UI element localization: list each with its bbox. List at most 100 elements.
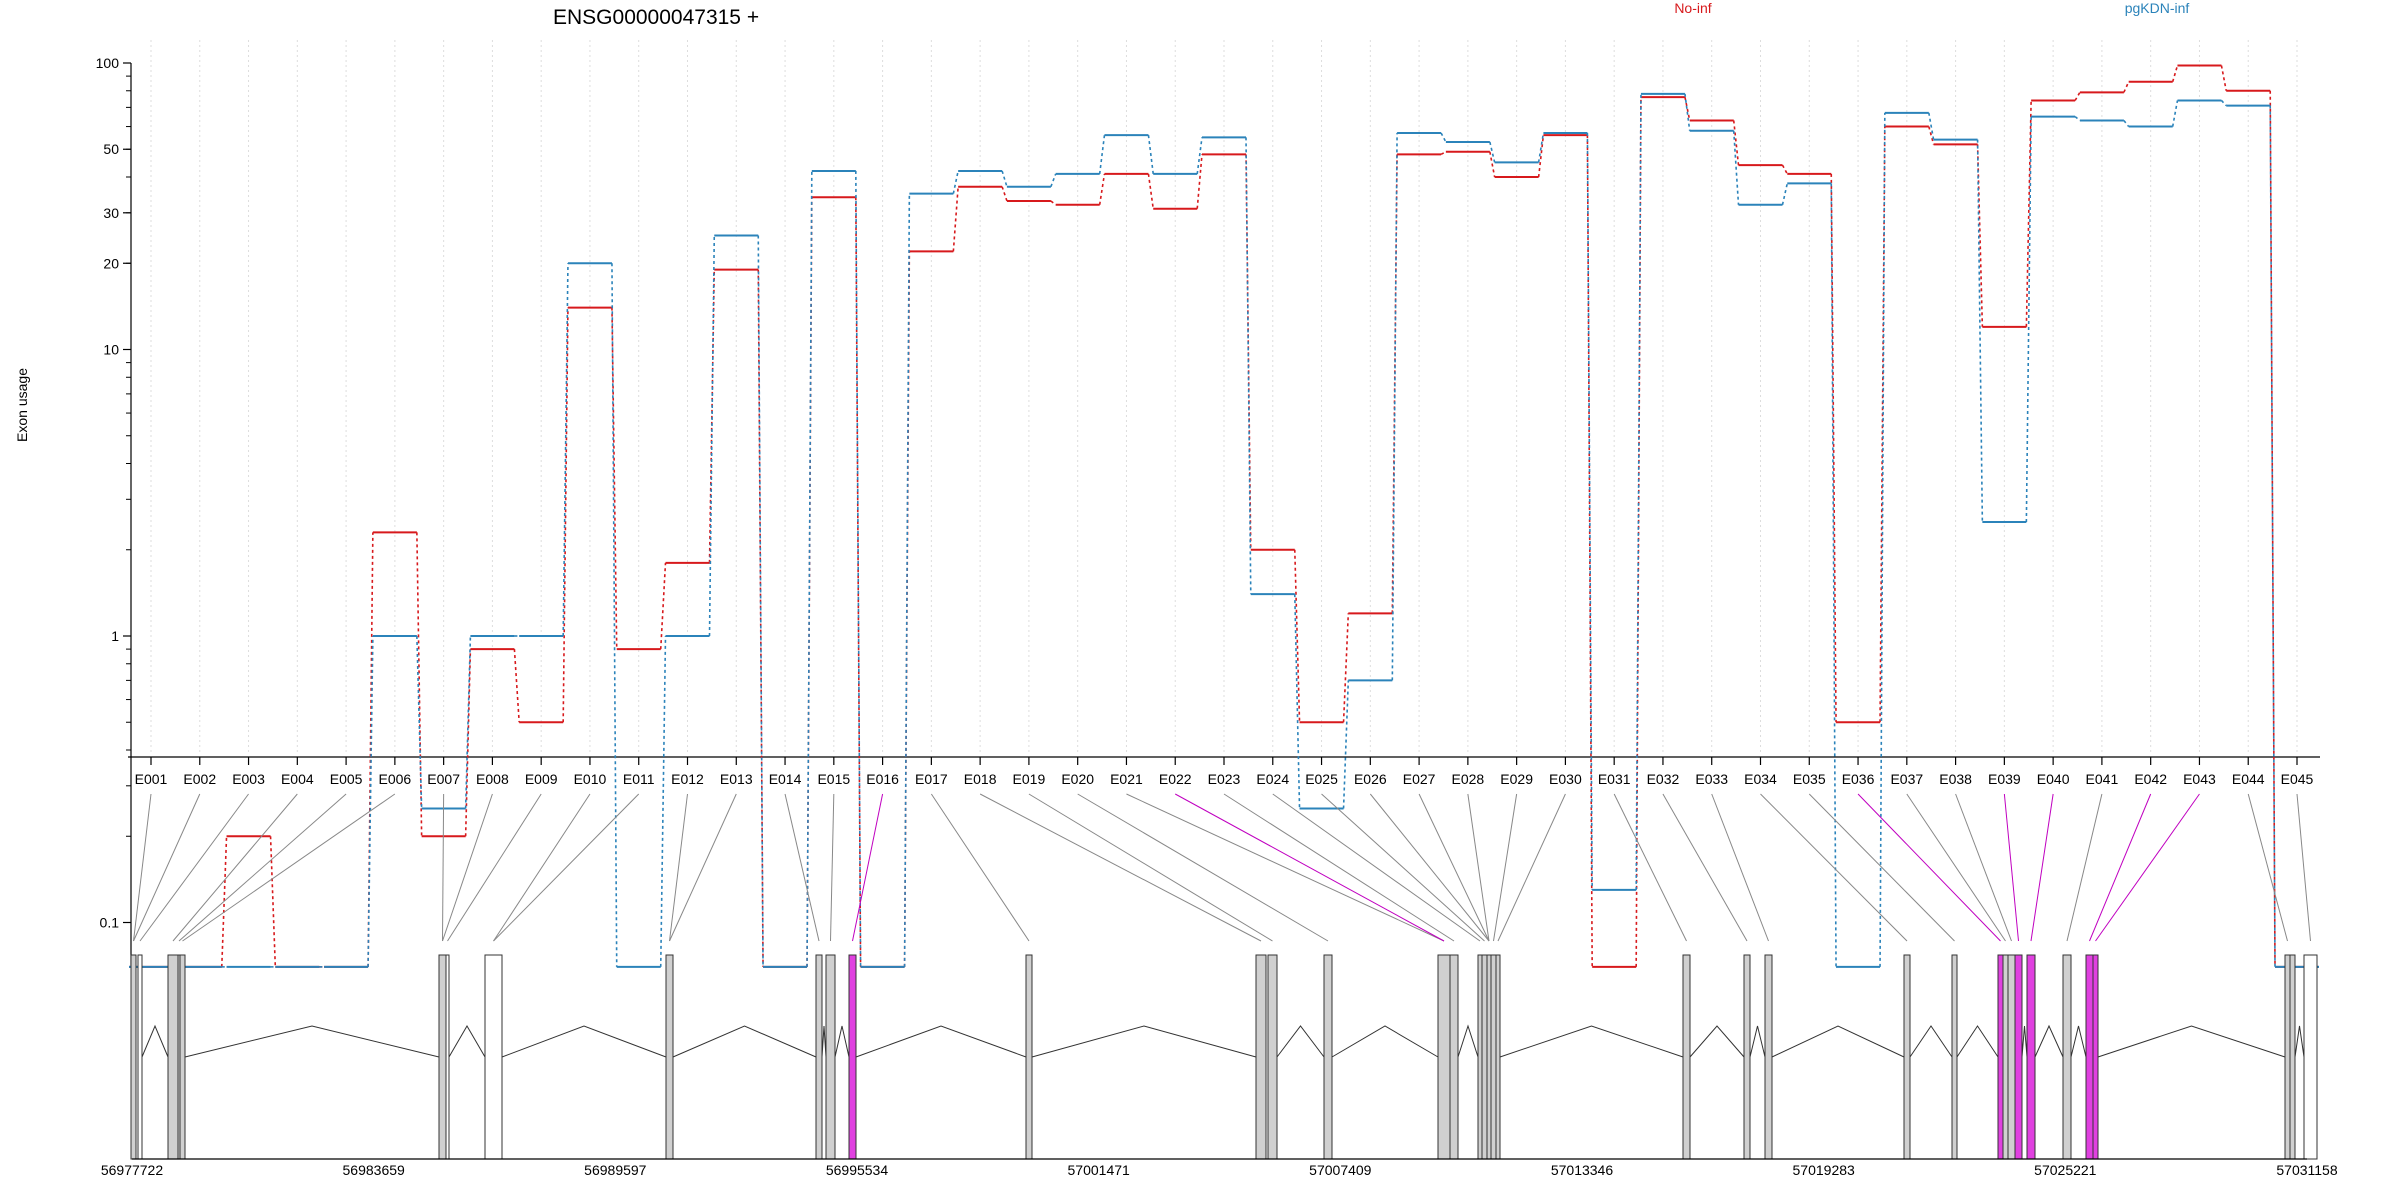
exon-connector-segment [1586,132,1593,890]
exon-connector-segment [1928,126,1935,145]
exon-connector [133,793,152,942]
x-tick-label: E003 [232,771,265,787]
exon-box [1486,954,1492,1160]
x-tick-label: E020 [1061,771,1094,787]
y-tick-label: 50 [103,141,119,157]
exon-box [1323,954,1333,1160]
exon-connector-segment [1537,135,1545,178]
exon-connector [139,793,249,942]
exon-connector [1711,793,1769,942]
exon-connector [1369,793,1490,942]
exon-connector-segment [1050,200,1057,206]
exon-box [2007,954,2016,1160]
exon-connector-segment [1098,135,1106,175]
exon-connector [669,793,688,942]
x-tick-label: E017 [915,771,948,787]
exon-connector-segment [1684,93,1691,131]
exon-connector-segment [1781,164,1788,175]
x-tick-label: E042 [2134,771,2167,787]
exon-connector-segment [367,635,374,967]
gene-model [130,954,2318,1160]
exon-box [1682,954,1691,1160]
x-tick-label: E032 [1647,771,1680,787]
exon-connector-segment [855,197,862,967]
exon-box [1255,954,1267,1160]
exon-connector [182,793,396,942]
intron [821,1025,827,1058]
genomic-tick-label: 56995534 [826,1162,889,1178]
exon-connectors [133,793,2311,942]
exon-box [1743,954,1751,1160]
y-axis: 0.1 1 10 20 30 50 100 [96,55,132,967]
x-tick-label: E022 [1159,771,1192,787]
exon-connector-segment [659,562,667,650]
exon-box [1490,954,1497,1160]
intron [1689,1025,1745,1058]
exon-connector [493,793,640,942]
exon-box [130,954,137,1160]
exon-box [179,954,186,1160]
intron [1331,1025,1439,1058]
x-tick-label: E034 [1744,771,1777,787]
exon-connector [1467,793,1490,942]
exon-box [2085,954,2094,1160]
x-tick-label: E030 [1549,771,1582,787]
exon-box [2092,954,2099,1160]
exon-connector [930,793,1030,942]
exon-connector [1077,793,1329,942]
exon-connector [2296,793,2311,942]
exon-connector [669,793,737,942]
exon-connector-segment [416,635,423,809]
exon-connector [2066,793,2103,942]
exon-connector-segment [1537,132,1545,163]
exon-connector-segment [757,235,764,967]
x-tick-label: E014 [769,771,802,787]
exon-box [445,954,450,1160]
exon-connector-segment [1001,170,1008,187]
x-tick-label: E016 [866,771,899,787]
exon-connector-segment [1391,132,1398,681]
exon-box [484,954,503,1160]
exon-box [2303,954,2318,1160]
x-tick-label: E044 [2232,771,2265,787]
exon-connector [1662,793,1748,942]
exon-connector-segment [562,263,569,637]
exon-connector-segment [220,836,228,967]
intron [672,1025,817,1058]
genomic-tick-label: 57025221 [2034,1162,2097,1178]
intron [855,1025,1027,1058]
exon-box [167,954,179,1160]
x-tick-label: E039 [1988,771,2021,787]
exon-box [438,954,447,1160]
exon-connector-segment [269,836,277,967]
intron [2034,1024,2064,1058]
intron [2021,1025,2028,1058]
exon-connector [1321,793,1485,942]
legend-pgkdn-inf: pgKDN-inf [2125,0,2190,16]
exon-connector-segment [1732,130,1740,205]
intron [141,1024,169,1058]
y-tick-label: 30 [103,205,119,221]
exon-connector [2089,793,2152,942]
exon-connector-segment [1098,173,1106,205]
exon-connector [172,793,298,942]
legend-no-inf: No-inf [1674,0,1711,16]
exon-connector [178,793,347,942]
genomic-axis: 56977722 56983659 56989597 56995534 57001471… [101,1158,2338,1178]
exon-connector-segment [659,635,667,967]
x-tick-label: E024 [1256,771,1289,787]
genomic-tick-label: 57001471 [1068,1162,1131,1178]
exon-connector [442,793,493,942]
intron [1749,1025,1766,1058]
exon-box [848,954,857,1160]
exon-connector-segment [855,170,862,967]
exon-box [2002,954,2009,1160]
intron [1031,1025,1257,1058]
x-tick-label: E018 [964,771,997,787]
x-tick-label: E005 [330,771,363,787]
intron [2070,1025,2087,1058]
exon-box [1267,954,1278,1160]
exon-connector-segment [2074,115,2081,122]
exon-connector [1808,793,1955,942]
exon-box [1449,954,1459,1160]
